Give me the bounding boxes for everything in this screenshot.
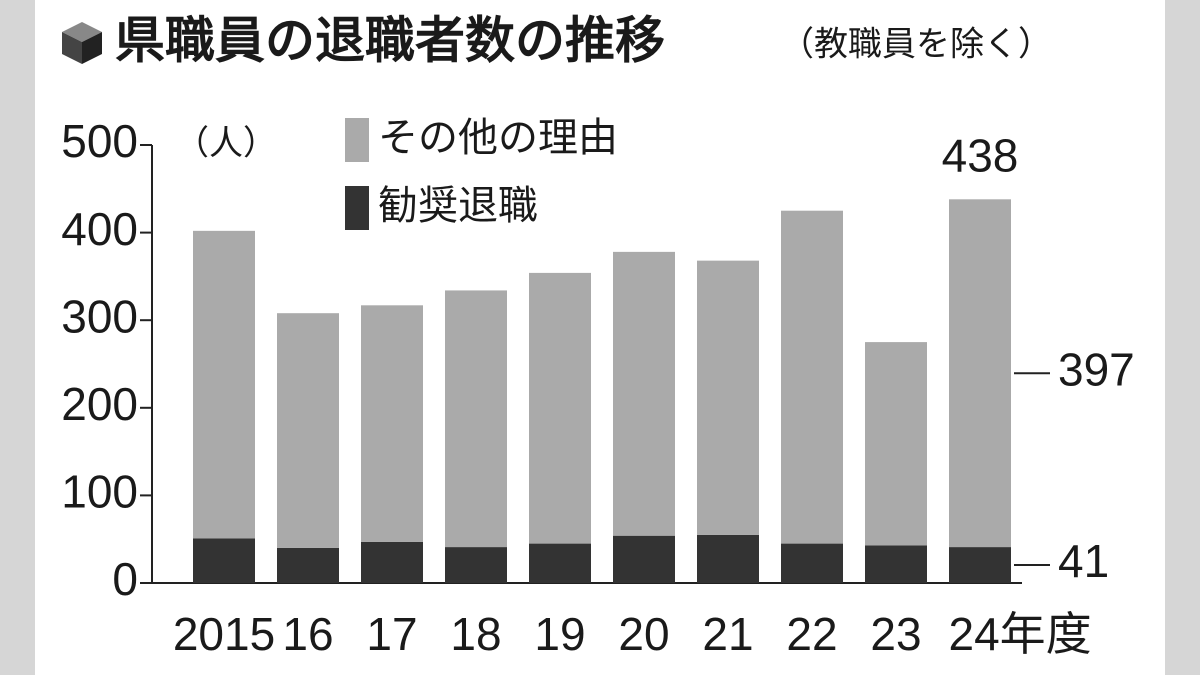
y-tick-label: 0 xyxy=(112,553,138,605)
x-tick-label: 22 xyxy=(786,608,837,660)
bar-segment xyxy=(445,290,507,548)
bar-segment xyxy=(613,251,675,536)
bar-segment xyxy=(697,260,759,535)
x-tick-label: 24年度 xyxy=(949,608,1092,660)
x-tick-label: 17 xyxy=(366,608,417,660)
x-tick-label: 21 xyxy=(702,608,753,660)
legend-label: その他の理由 xyxy=(378,115,618,161)
bar-segment xyxy=(361,305,423,542)
bar-segment xyxy=(949,199,1011,548)
y-axis-label: （人） xyxy=(175,124,277,164)
x-tick-label: 2015 xyxy=(173,608,275,660)
bar-segment xyxy=(277,313,339,548)
x-tick-label: 16 xyxy=(282,608,333,660)
y-tick-label: 100 xyxy=(61,466,138,518)
bar-segment xyxy=(865,342,927,546)
y-tick-label: 500 xyxy=(61,115,138,167)
value-label: 41 xyxy=(1058,535,1109,587)
bar-segment xyxy=(277,547,339,583)
x-tick-label: 19 xyxy=(534,608,585,660)
bar-segment xyxy=(781,543,843,583)
bar-segment xyxy=(529,272,591,544)
bar-segment xyxy=(529,543,591,583)
value-label: 397 xyxy=(1058,343,1135,395)
bar-segment xyxy=(865,545,927,583)
y-tick-label: 400 xyxy=(61,203,138,255)
cube-icon xyxy=(62,22,102,64)
chart-subtitle: （教職員を除く） xyxy=(780,25,1052,65)
bar-segment xyxy=(781,210,843,544)
bar-segment xyxy=(697,534,759,583)
bar-segment xyxy=(361,541,423,583)
y-tick-label: 300 xyxy=(61,290,138,342)
chart-title: 県職員の退職者数の推移 xyxy=(115,12,665,70)
bar-segment xyxy=(193,538,255,583)
x-tick-label: 20 xyxy=(618,608,669,660)
bar-segment xyxy=(445,547,507,583)
bar-segment xyxy=(613,535,675,583)
legend-swatch xyxy=(345,186,369,230)
bar-segment xyxy=(949,547,1011,583)
x-tick-label: 23 xyxy=(870,608,921,660)
bar-segment xyxy=(193,230,255,539)
y-tick-label: 200 xyxy=(61,378,138,430)
legend-label: 勧奨退職 xyxy=(378,183,538,229)
x-tick-label: 18 xyxy=(450,608,501,660)
total-label: 438 xyxy=(942,129,1019,181)
legend-swatch xyxy=(345,118,369,162)
